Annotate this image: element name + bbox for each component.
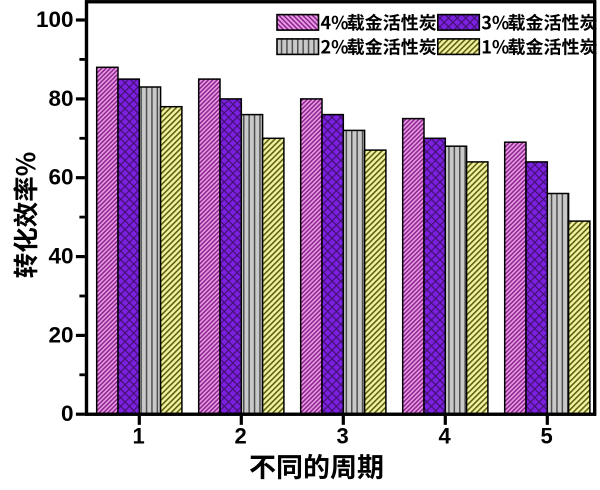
svg-text:100: 100 — [36, 7, 74, 32]
svg-text:0: 0 — [61, 401, 74, 426]
svg-text:4: 4 — [438, 424, 451, 449]
svg-text:20: 20 — [48, 322, 73, 347]
svg-text:80: 80 — [48, 86, 73, 111]
svg-text:60: 60 — [48, 165, 73, 190]
svg-text:3: 3 — [336, 424, 348, 449]
svg-text:40: 40 — [48, 244, 73, 269]
svg-text:2: 2 — [234, 424, 246, 449]
svg-text:1: 1 — [132, 424, 144, 449]
svg-text:5: 5 — [540, 424, 552, 449]
